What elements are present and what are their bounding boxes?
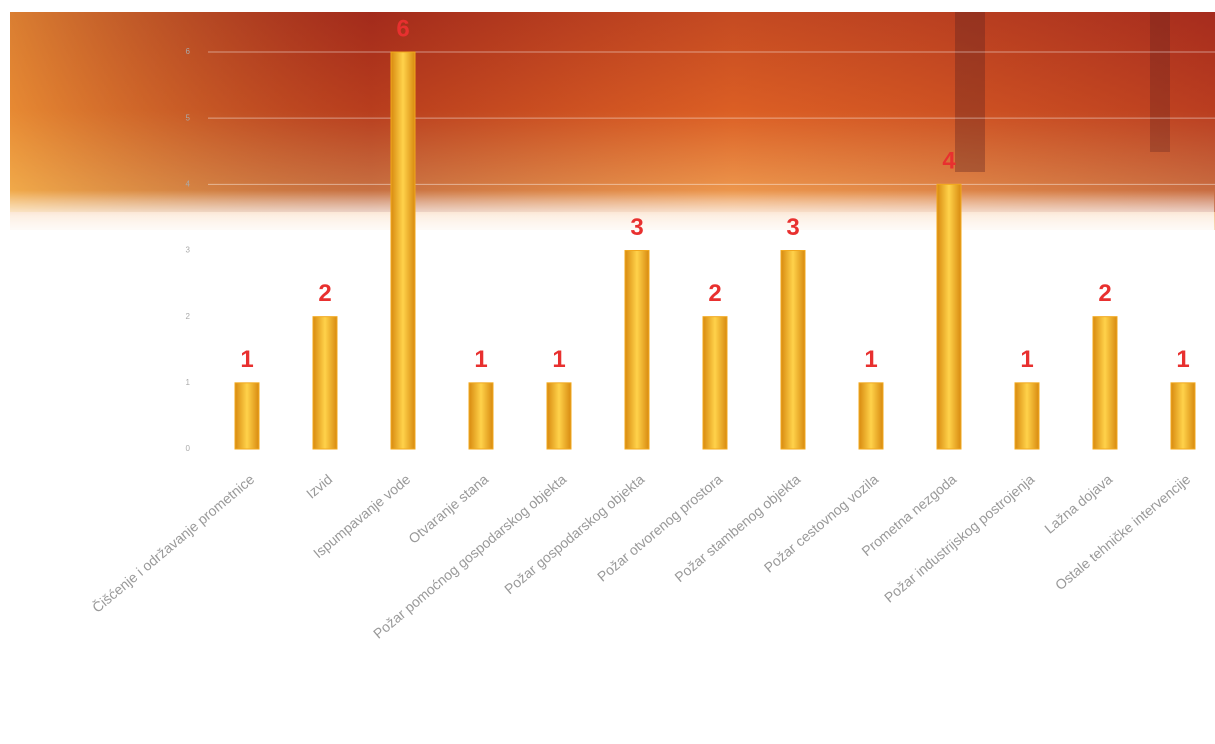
bar bbox=[390, 51, 416, 450]
background-tint bbox=[10, 12, 1215, 212]
background-fade bbox=[0, 190, 1214, 240]
bar bbox=[780, 250, 806, 450]
data-label: 1 bbox=[474, 346, 487, 373]
data-label: 3 bbox=[630, 214, 643, 241]
data-label: 3 bbox=[786, 214, 799, 241]
data-label: 1 bbox=[552, 346, 565, 373]
y-tick-label: 4 bbox=[186, 179, 191, 188]
data-label: 6 bbox=[396, 15, 409, 42]
data-label: 2 bbox=[1098, 280, 1111, 307]
bar bbox=[624, 250, 650, 450]
bar bbox=[702, 316, 728, 450]
bar bbox=[1092, 316, 1118, 450]
bar bbox=[936, 183, 962, 450]
background-shape bbox=[1150, 12, 1170, 152]
background-shape bbox=[955, 12, 985, 172]
data-label: 1 bbox=[864, 346, 877, 373]
data-label: 1 bbox=[1020, 346, 1033, 373]
y-tick-label: 2 bbox=[186, 312, 191, 321]
bar bbox=[468, 382, 494, 450]
y-tick-label: 0 bbox=[186, 444, 191, 453]
data-label: 4 bbox=[942, 148, 956, 175]
bar bbox=[858, 382, 884, 450]
bar bbox=[1170, 382, 1196, 450]
y-tick-label: 1 bbox=[186, 378, 191, 387]
bar bbox=[546, 382, 572, 450]
y-tick-label: 5 bbox=[186, 113, 191, 122]
data-label: 1 bbox=[1176, 346, 1189, 373]
bar bbox=[312, 316, 338, 450]
data-label: 2 bbox=[708, 280, 721, 307]
bar bbox=[234, 382, 260, 450]
y-tick-label: 6 bbox=[186, 47, 191, 56]
bar bbox=[1014, 382, 1040, 450]
background-fade bbox=[0, 230, 1215, 744]
data-label: 2 bbox=[318, 280, 331, 307]
data-label: 1 bbox=[240, 346, 253, 373]
y-tick-label: 3 bbox=[186, 246, 191, 255]
